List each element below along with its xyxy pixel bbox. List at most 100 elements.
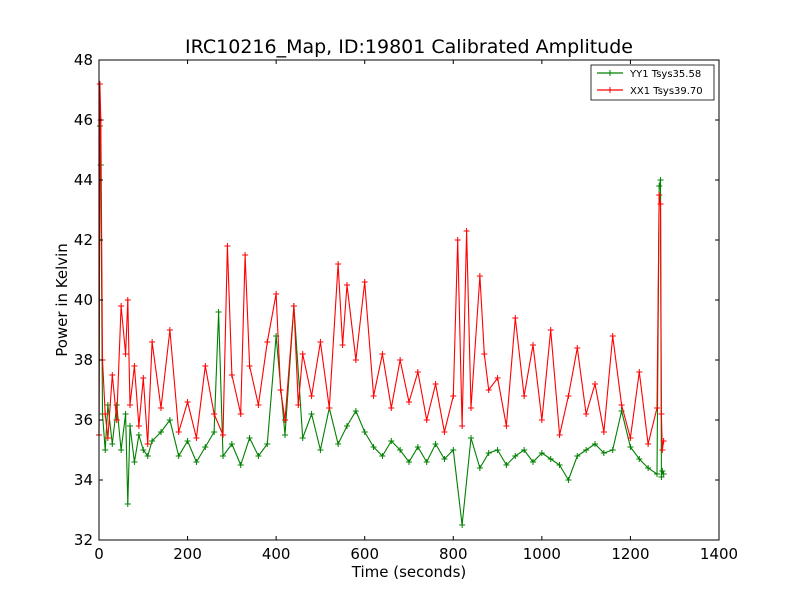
data-point-marker	[102, 447, 109, 453]
legend: YY1 Tsys35.58 XX1 Tsys39.70	[590, 64, 715, 101]
data-point-marker	[627, 444, 634, 450]
legend-label-yy1: YY1 Tsys35.58	[629, 69, 701, 80]
data-point-marker	[184, 399, 191, 405]
data-point-marker	[175, 429, 182, 435]
data-point-marker	[118, 447, 125, 453]
data-point-marker	[290, 303, 297, 309]
data-point-marker	[184, 438, 191, 444]
data-point-marker	[659, 468, 666, 474]
data-point-marker	[140, 375, 147, 381]
data-point-marker	[317, 339, 324, 345]
y-tick-label: 38	[74, 351, 93, 369]
data-point-marker	[547, 456, 554, 462]
x-tick-label: 1000	[523, 545, 561, 563]
data-point-marker	[166, 327, 173, 333]
data-point-marker	[512, 453, 519, 459]
data-point-marker	[494, 375, 501, 381]
data-point-marker	[658, 411, 665, 417]
y-tick-label: 42	[74, 231, 93, 249]
data-point-marker	[211, 411, 218, 417]
data-point-marker	[656, 183, 663, 189]
data-point-marker	[521, 393, 528, 399]
data-point-marker	[600, 429, 607, 435]
data-point-marker	[481, 351, 488, 357]
data-point-marker	[556, 462, 563, 468]
data-point-marker	[361, 279, 368, 285]
data-point-marker	[264, 339, 271, 345]
data-point-marker	[352, 357, 359, 363]
data-point-marker	[255, 453, 262, 459]
data-point-marker	[104, 435, 111, 441]
data-point-marker	[397, 357, 404, 363]
data-point-marker	[246, 435, 253, 441]
data-point-marker	[494, 447, 501, 453]
data-point-marker	[352, 408, 359, 414]
legend-marker	[607, 87, 613, 93]
series-xx1	[96, 81, 667, 453]
data-point-marker	[277, 387, 284, 393]
data-point-marker	[423, 459, 430, 465]
chart-title: IRC10216_Map, ID:19801 Calibrated Amplit…	[185, 36, 633, 58]
data-point-marker	[476, 465, 483, 471]
data-point-marker	[485, 387, 492, 393]
x-tick-label: 600	[350, 545, 379, 563]
data-point-marker	[127, 423, 133, 429]
data-point-marker	[432, 381, 439, 387]
data-point-marker	[636, 369, 643, 375]
data-point-marker	[379, 453, 386, 459]
data-point-marker	[118, 303, 125, 309]
data-point-marker	[344, 423, 350, 429]
data-point-marker	[149, 339, 156, 345]
data-point-marker	[228, 372, 235, 378]
x-tick-label: 1400	[700, 545, 738, 563]
data-point-marker	[215, 309, 222, 315]
data-point-marker	[113, 417, 120, 423]
data-point-marker	[476, 273, 483, 279]
x-tick-label: 400	[262, 545, 291, 563]
ticks-layer: 0 200 400 600 800 1000 1200 1400 32 34 36 38 40 42 44 4…	[74, 51, 738, 563]
y-tick-label: 46	[74, 111, 93, 129]
data-point-marker	[406, 459, 412, 465]
data-point-marker	[583, 447, 590, 453]
data-point-marker	[273, 291, 280, 297]
data-point-marker	[636, 456, 643, 462]
data-point-marker	[441, 429, 448, 435]
y-tick-label: 36	[74, 411, 93, 429]
data-point-marker	[220, 432, 226, 438]
data-point-marker	[468, 405, 474, 411]
data-point-marker	[211, 429, 218, 435]
data-point-marker	[344, 282, 350, 288]
data-point-marker	[574, 345, 581, 351]
data-point-marker	[556, 432, 563, 438]
data-point-marker	[574, 453, 581, 459]
data-point-marker	[503, 423, 510, 429]
data-point-marker	[459, 423, 466, 429]
data-point-marker	[237, 411, 244, 417]
data-point-marker	[654, 471, 660, 477]
series-layer	[96, 81, 667, 528]
data-point-marker	[388, 438, 395, 444]
data-point-marker	[144, 453, 151, 459]
data-point-marker	[654, 405, 660, 411]
data-point-marker	[627, 435, 634, 441]
data-point-marker	[397, 447, 404, 453]
data-point-marker	[122, 411, 129, 417]
data-point-marker	[102, 411, 109, 417]
series-yy1	[96, 123, 667, 528]
data-point-marker	[308, 411, 315, 417]
data-point-marker	[361, 429, 368, 435]
data-point-marker	[264, 441, 271, 447]
legend-box	[590, 64, 715, 101]
series-line	[98, 125, 665, 526]
data-point-marker	[656, 192, 663, 198]
data-point-marker	[454, 237, 461, 243]
data-point-marker	[140, 447, 147, 453]
data-point-marker	[423, 417, 430, 423]
data-point-marker	[459, 522, 466, 528]
data-point-marker	[592, 381, 598, 387]
data-point-marker	[600, 450, 607, 456]
data-point-marker	[131, 459, 138, 465]
data-point-marker	[124, 501, 131, 507]
data-point-marker	[645, 441, 652, 447]
data-point-marker	[503, 462, 510, 468]
